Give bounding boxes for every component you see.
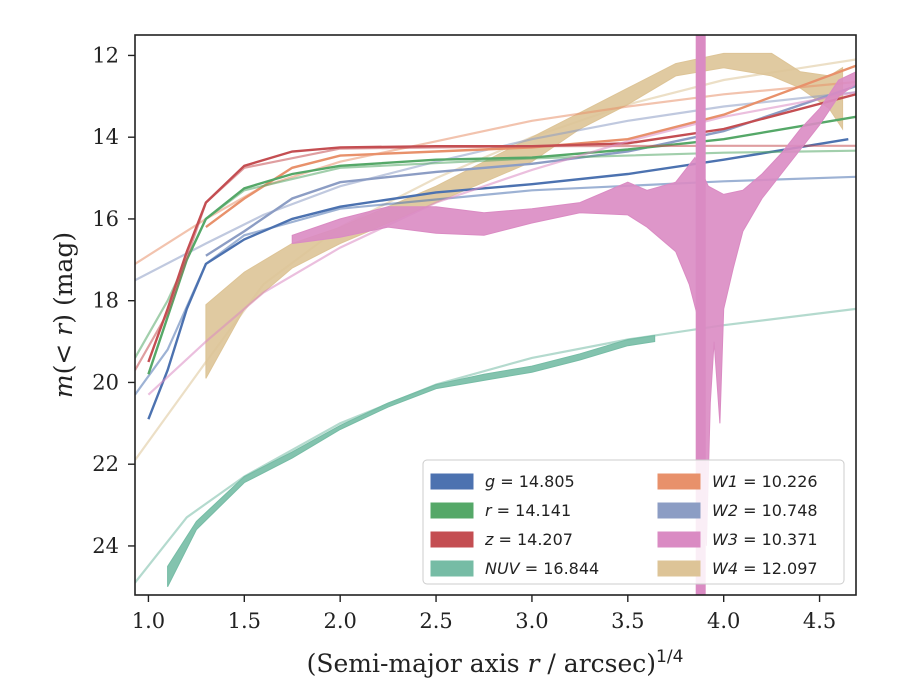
y-tick-label: 18 <box>92 289 119 313</box>
legend-label-w1: W1 = 10.226 <box>712 472 818 491</box>
legend-band: W2 <box>712 501 738 520</box>
series-z-model-line <box>135 144 856 371</box>
legend-swatch-w2 <box>657 502 701 519</box>
legend-swatch-w1 <box>657 473 701 490</box>
legend-value: = 10.748 <box>738 501 818 520</box>
legend-swatch-nuv <box>430 560 474 577</box>
y-tick-label: 16 <box>92 207 119 231</box>
legend-label-nuv: NUV = 16.844 <box>485 559 599 578</box>
x-tick-label: 1.0 <box>132 609 165 633</box>
series-w2-data-line <box>205 84 856 257</box>
legend-value: = 10.371 <box>738 530 818 549</box>
y-tick-label: 14 <box>92 125 119 149</box>
legend-label-w3: W3 = 10.371 <box>712 530 818 549</box>
legend-swatch-w4 <box>657 560 701 577</box>
x-tick-label: 2.5 <box>419 609 452 633</box>
legend-value: = 16.844 <box>520 559 600 578</box>
x-tick-label: 2.0 <box>323 609 356 633</box>
series-w2-model-line <box>135 91 856 282</box>
legend-band: W4 <box>712 559 738 578</box>
x-tick-label: 3.5 <box>611 609 644 633</box>
y-tick-label: 24 <box>92 534 119 558</box>
series-w3-spike <box>695 35 706 595</box>
y-axis-title: m(< r) (mag) <box>49 232 78 398</box>
series-layer <box>135 35 856 595</box>
legend-value: = 12.097 <box>738 559 818 578</box>
plot-frame <box>134 34 857 596</box>
y-tick-label: 12 <box>92 43 119 67</box>
legend-label-w2: W2 = 10.748 <box>712 501 818 520</box>
legend: g = 14.805 W1 = 10.226 r = 14.141 W2 = 10.7… <box>422 459 845 585</box>
series-w1-model-line <box>135 80 856 265</box>
x-tick-label: 1.5 <box>228 609 261 633</box>
series-nuv-band <box>167 334 656 588</box>
legend-band: g <box>485 472 495 491</box>
legend-band: z <box>484 530 494 549</box>
x-tick-label: 4.0 <box>707 609 740 633</box>
legend-frame <box>422 459 845 585</box>
series-g-data-line <box>147 138 849 420</box>
x-axis-title: (Semi-major axis r / arcsec)1/4 <box>307 647 684 678</box>
y-tick-label: 20 <box>92 370 119 394</box>
legend-swatch-r <box>430 502 474 519</box>
legend-band: NUV <box>485 559 521 578</box>
legend-value: = 14.141 <box>492 501 572 520</box>
series-z-data-line <box>147 93 856 363</box>
legend-value: = 10.226 <box>738 472 818 491</box>
series-w3-band <box>291 71 856 546</box>
x-tick-label: 3.0 <box>515 609 548 633</box>
legend-label-w4: W4 = 12.097 <box>712 559 818 578</box>
ticks-layer: 1.0 1.5 2.0 2.5 3.0 3.5 4.0 4.5 12 14 16 18 20 22 24 <box>92 43 836 633</box>
legend-value: = 14.805 <box>495 472 575 491</box>
legend-band: W3 <box>712 530 738 549</box>
x-tick-label: 4.5 <box>803 609 836 633</box>
legend-label-z: z = 14.207 <box>484 530 573 549</box>
legend-band: r <box>485 501 493 520</box>
legend-value: = 14.207 <box>493 530 573 549</box>
legend-swatch-w3 <box>657 531 701 548</box>
legend-label-g: g = 14.805 <box>485 472 575 491</box>
legend-band: W1 <box>712 472 738 491</box>
series-w1-data-line <box>205 64 856 229</box>
legend-swatch-g <box>430 473 474 490</box>
legend-swatch-z <box>430 531 474 548</box>
y-tick-label: 22 <box>92 452 119 476</box>
legend-label-r: r = 14.141 <box>485 501 571 520</box>
series-w3-model-line <box>147 91 856 396</box>
